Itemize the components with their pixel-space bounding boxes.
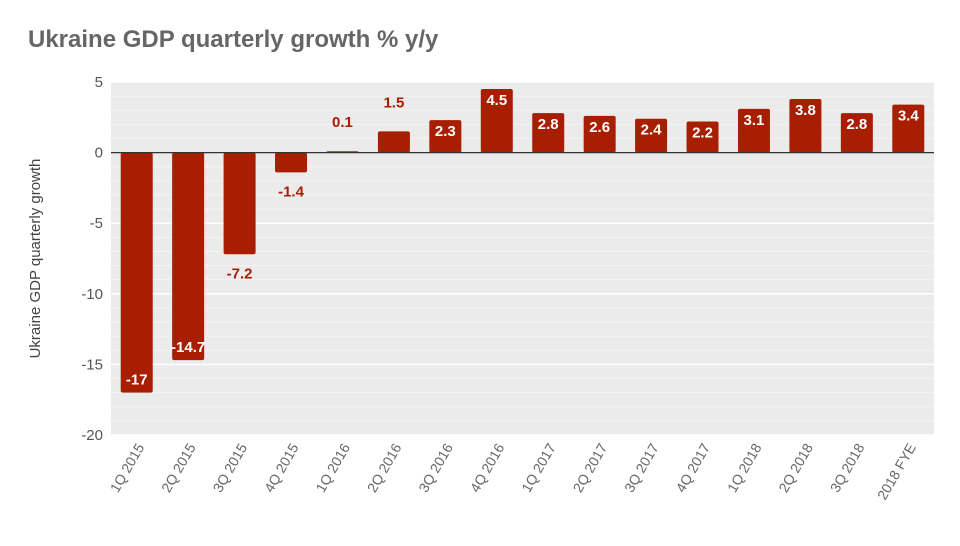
x-tick-label: 1Q 2017 <box>518 440 559 495</box>
x-tick-label: 3Q 2015 <box>209 440 250 495</box>
bar <box>583 115 616 153</box>
data-label: -14.7 <box>171 339 205 356</box>
y-axis-label: Ukraine GDP quarterly growth <box>27 159 44 359</box>
x-tick-label: 1Q 2015 <box>107 440 148 495</box>
data-label: 2.8 <box>538 116 559 133</box>
data-label: -17 <box>126 372 148 389</box>
data-label: 2.2 <box>692 125 713 142</box>
data-label: -7.2 <box>227 265 253 282</box>
data-label: 0.1 <box>332 114 353 131</box>
data-label: 2.6 <box>589 119 610 136</box>
y-tick-label: -10 <box>81 286 103 303</box>
bar <box>840 113 873 153</box>
bar <box>480 89 513 153</box>
x-tick-label: 4Q 2015 <box>261 440 302 495</box>
x-tick-label: 1Q 2018 <box>724 440 765 495</box>
data-label: 3.8 <box>795 102 816 119</box>
data-label: 4.5 <box>486 92 507 109</box>
data-label: -1.4 <box>278 183 305 200</box>
bar <box>789 98 822 153</box>
y-tick-label: 5 <box>95 74 103 91</box>
data-label: 3.1 <box>744 112 765 129</box>
data-label: 3.4 <box>898 108 920 125</box>
data-label: 2.4 <box>641 122 663 139</box>
bar <box>223 152 256 255</box>
data-label: 2.3 <box>435 123 456 140</box>
y-tick-label: -15 <box>81 356 103 373</box>
x-tick-label: 3Q 2018 <box>827 440 868 495</box>
bar <box>635 118 668 153</box>
x-tick-label: 2Q 2018 <box>775 440 816 495</box>
bar <box>686 121 719 153</box>
bar <box>172 152 205 361</box>
y-tick-label: -20 <box>81 427 103 444</box>
bar <box>275 152 308 173</box>
x-tick-label: 2Q 2015 <box>158 440 199 495</box>
bar <box>532 113 565 153</box>
x-tick-label: 4Q 2017 <box>672 440 713 495</box>
bar <box>120 152 153 393</box>
bar <box>892 104 925 153</box>
x-tick-label: 3Q 2016 <box>415 440 456 495</box>
bar <box>429 120 462 153</box>
bar <box>377 131 410 153</box>
x-tick-label: 1Q 2016 <box>312 440 353 495</box>
chart-title: Ukraine GDP quarterly growth % y/y <box>28 26 439 53</box>
y-tick-label: 0 <box>95 145 103 162</box>
x-tick-label: 4Q 2016 <box>467 440 508 495</box>
bar <box>737 108 770 153</box>
x-tick-label: 2Q 2016 <box>364 440 405 495</box>
data-label: 1.5 <box>383 94 404 111</box>
data-label: 2.8 <box>846 116 867 133</box>
x-tick-label: 2018 FYE <box>874 441 919 503</box>
x-tick-label: 3Q 2017 <box>621 440 662 495</box>
y-tick-label: -5 <box>90 215 103 232</box>
x-tick-label: 2Q 2017 <box>570 440 611 495</box>
